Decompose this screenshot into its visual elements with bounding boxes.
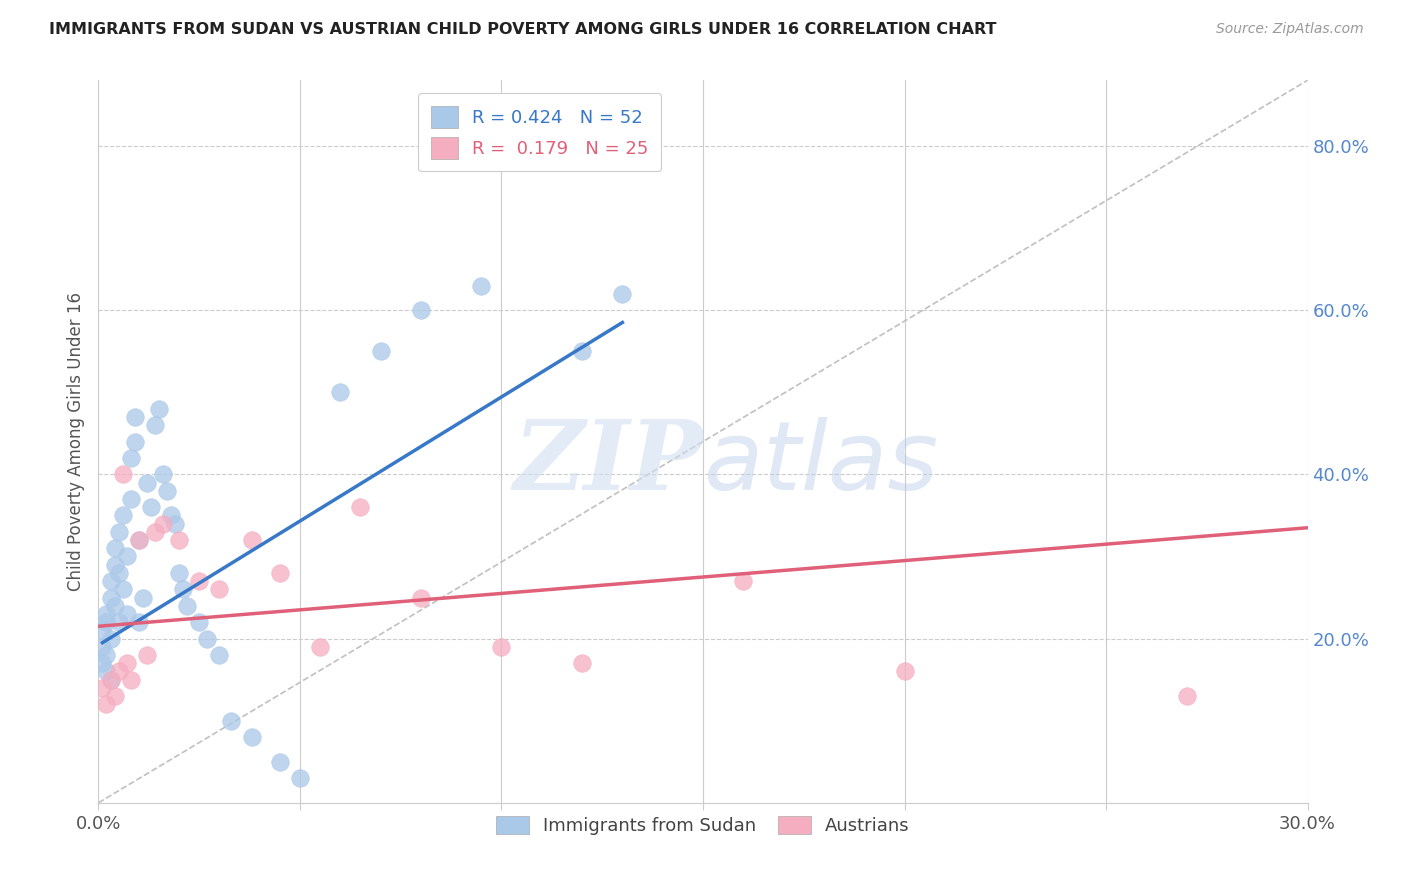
Text: IMMIGRANTS FROM SUDAN VS AUSTRIAN CHILD POVERTY AMONG GIRLS UNDER 16 CORRELATION: IMMIGRANTS FROM SUDAN VS AUSTRIAN CHILD …: [49, 22, 997, 37]
Point: [132, 591, 155, 605]
Point: [96, 665, 118, 679]
Point: [115, 657, 138, 671]
Point: [470, 278, 492, 293]
Point: [491, 640, 513, 654]
Point: [409, 303, 432, 318]
Point: [103, 541, 125, 556]
Point: [96, 698, 118, 712]
Point: [96, 607, 118, 621]
Point: [188, 574, 211, 588]
Point: [195, 632, 218, 646]
Point: [111, 508, 134, 523]
Point: [91, 640, 114, 654]
Point: [329, 385, 352, 400]
Point: [115, 607, 138, 621]
Point: [152, 516, 174, 531]
Point: [128, 615, 150, 630]
Point: [208, 582, 231, 597]
Text: ZIP: ZIP: [513, 417, 703, 510]
Point: [349, 500, 371, 515]
Point: [96, 648, 118, 662]
Y-axis label: Child Poverty Among Girls Under 16: Child Poverty Among Girls Under 16: [66, 292, 84, 591]
Point: [172, 582, 194, 597]
Point: [91, 681, 114, 695]
Point: [139, 500, 162, 515]
Point: [269, 755, 291, 769]
Point: [120, 673, 142, 687]
Point: [152, 467, 174, 482]
Point: [167, 566, 190, 580]
Point: [103, 689, 125, 703]
Point: [208, 648, 231, 662]
Legend: Immigrants from Sudan, Austrians: Immigrants from Sudan, Austrians: [488, 807, 918, 845]
Point: [370, 344, 392, 359]
Point: [103, 599, 125, 613]
Point: [100, 574, 122, 588]
Point: [107, 524, 129, 539]
Point: [135, 648, 157, 662]
Point: [156, 483, 179, 498]
Point: [148, 401, 170, 416]
Point: [124, 434, 146, 449]
Point: [107, 615, 129, 630]
Point: [91, 624, 114, 638]
Point: [176, 599, 198, 613]
Point: [288, 771, 311, 785]
Point: [100, 591, 122, 605]
Point: [143, 418, 166, 433]
Point: [120, 450, 142, 465]
Point: [115, 549, 138, 564]
Point: [143, 524, 166, 539]
Point: [571, 657, 593, 671]
Point: [135, 475, 157, 490]
Point: [240, 730, 263, 744]
Point: [612, 286, 634, 301]
Point: [91, 657, 114, 671]
Point: [160, 508, 183, 523]
Point: [309, 640, 332, 654]
Point: [128, 533, 150, 547]
Point: [107, 566, 129, 580]
Point: [167, 533, 190, 547]
Point: [111, 467, 134, 482]
Point: [1175, 689, 1198, 703]
Point: [120, 491, 142, 506]
Point: [269, 566, 291, 580]
Point: [571, 344, 593, 359]
Text: atlas: atlas: [703, 417, 938, 509]
Point: [221, 714, 243, 728]
Point: [124, 409, 146, 424]
Point: [103, 558, 125, 572]
Point: [128, 533, 150, 547]
Point: [96, 615, 118, 630]
Text: Source: ZipAtlas.com: Source: ZipAtlas.com: [1216, 22, 1364, 37]
Point: [733, 574, 755, 588]
Point: [409, 591, 432, 605]
Point: [240, 533, 263, 547]
Point: [100, 632, 122, 646]
Point: [111, 582, 134, 597]
Point: [107, 665, 129, 679]
Point: [100, 673, 122, 687]
Point: [893, 665, 915, 679]
Point: [188, 615, 211, 630]
Point: [163, 516, 186, 531]
Point: [100, 673, 122, 687]
